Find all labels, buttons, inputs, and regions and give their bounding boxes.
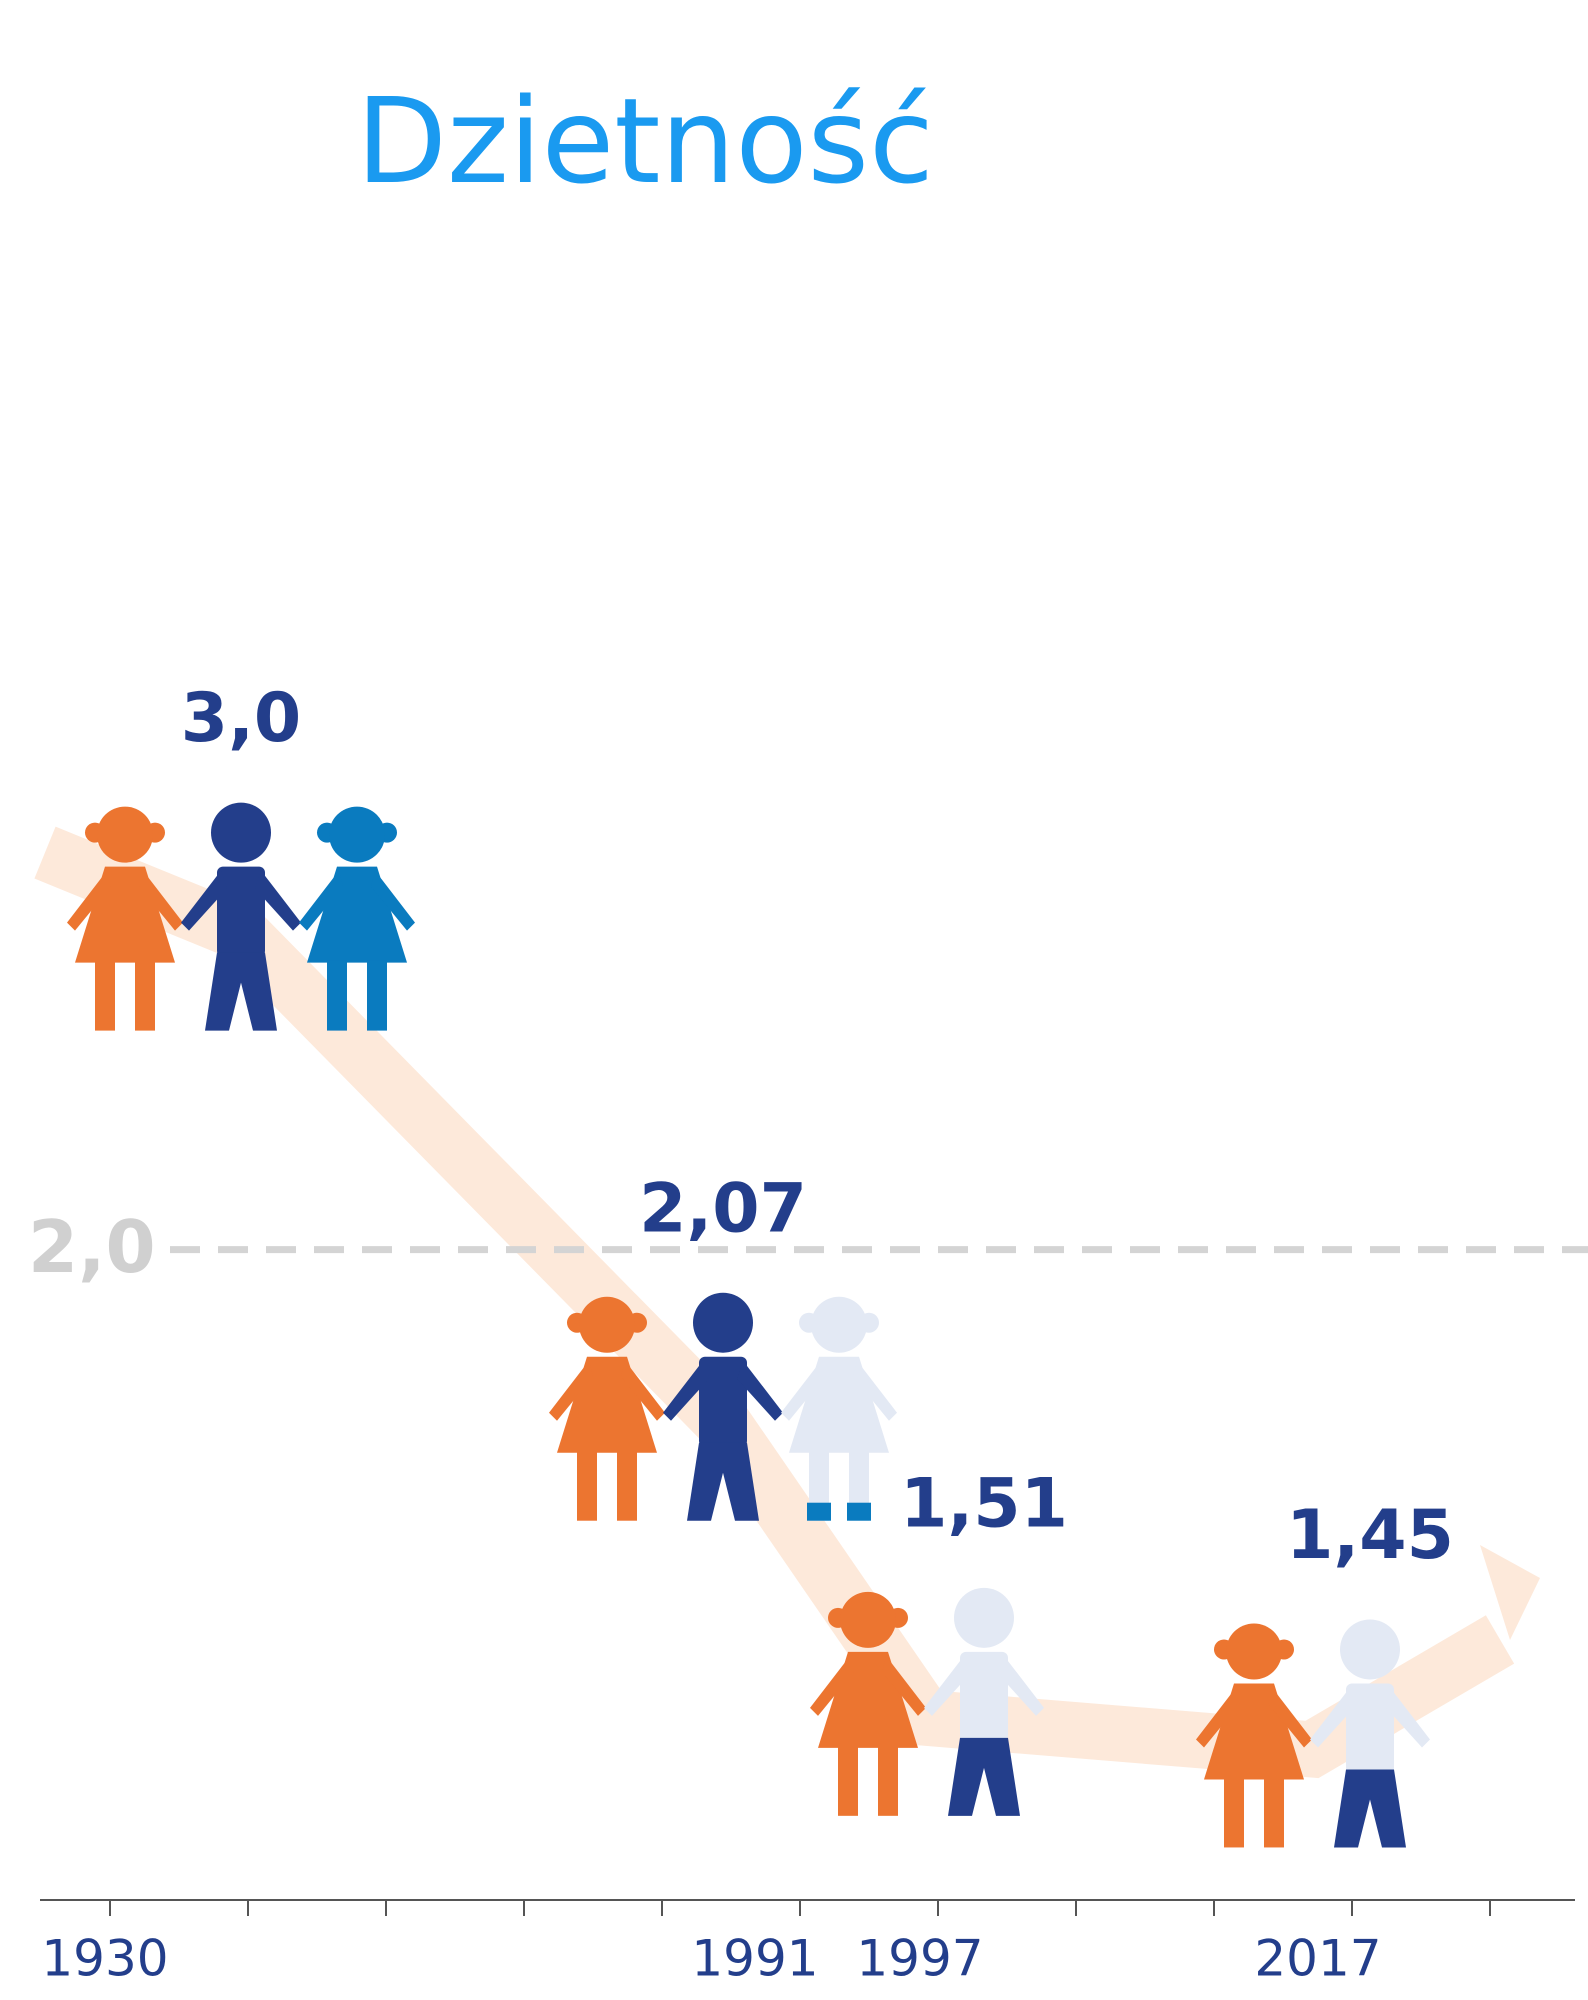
value-label: 1,51 — [900, 1464, 1068, 1543]
figure-group — [549, 1292, 897, 1521]
x-tick-label: 2017 — [1254, 1930, 1381, 1988]
value-label: 1,45 — [1286, 1496, 1454, 1575]
figure-group — [1196, 1619, 1430, 1848]
trend-arrowhead — [1480, 1545, 1540, 1640]
reference-label: 2,0 — [28, 1205, 156, 1289]
chart-title: Dzietność — [356, 72, 934, 210]
value-label: 2,07 — [639, 1169, 807, 1248]
x-tick-label: 1930 — [41, 1930, 168, 1988]
figure-group — [67, 802, 415, 1031]
x-tick-label: 1997 — [856, 1930, 983, 1988]
trend-band — [34, 826, 1515, 1779]
figure-group — [810, 1587, 1044, 1816]
x-tick-label: 1991 — [691, 1930, 818, 1988]
value-label: 3,0 — [181, 679, 301, 758]
